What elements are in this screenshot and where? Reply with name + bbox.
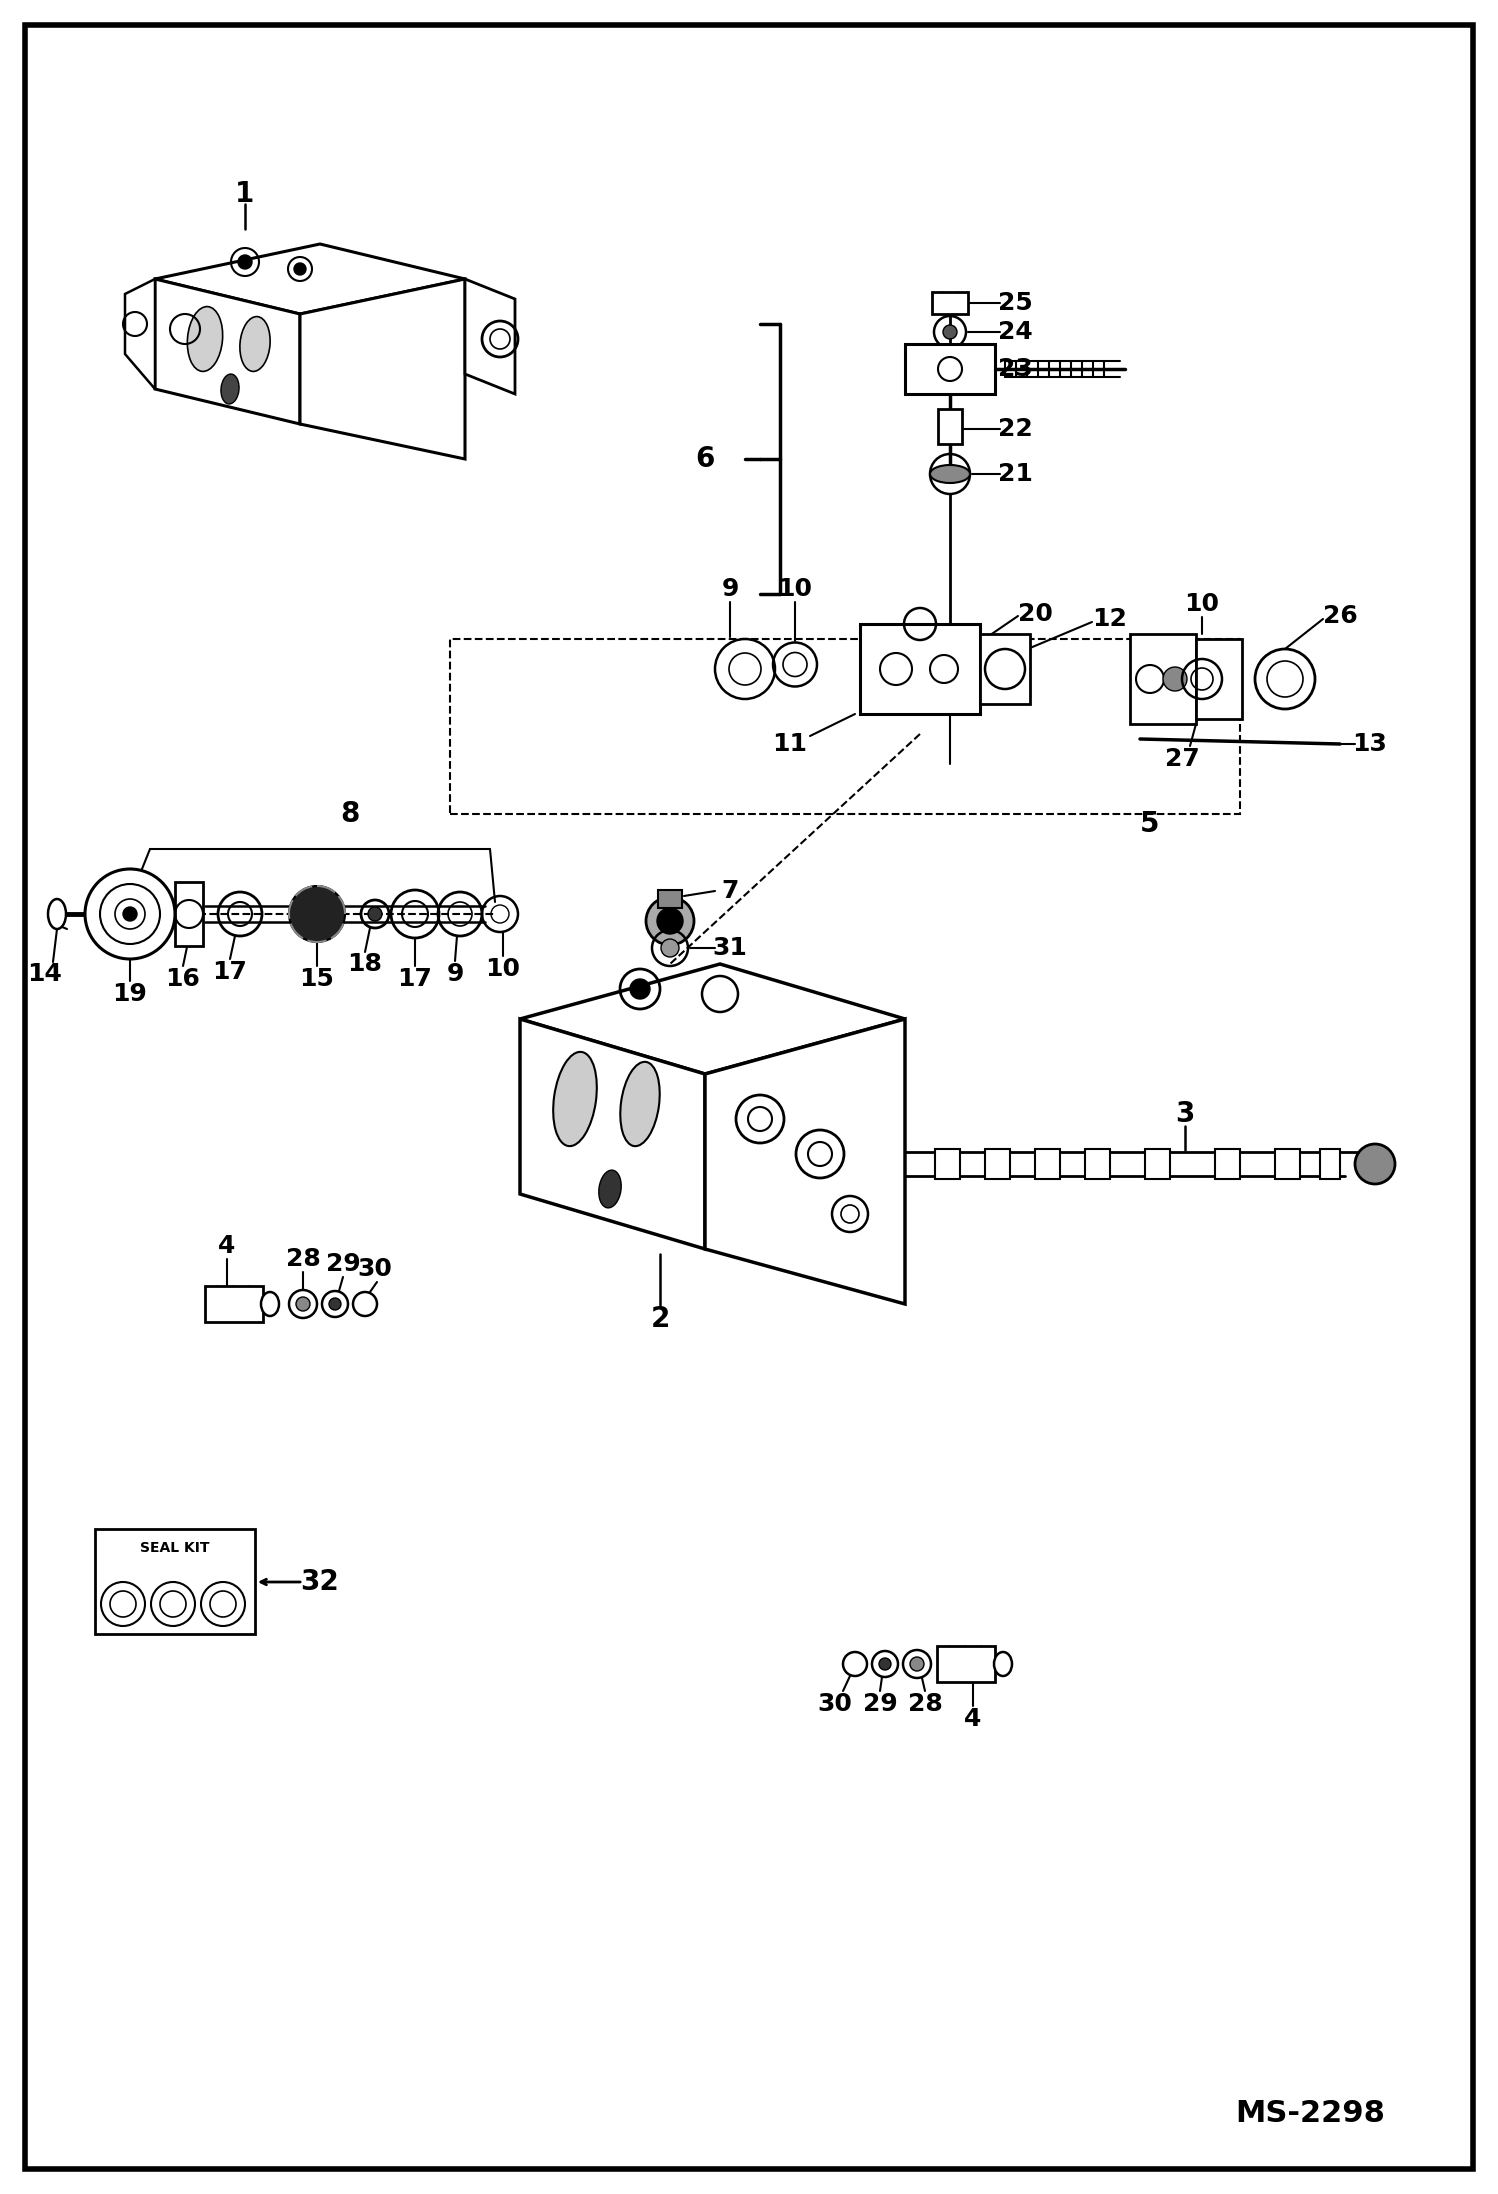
Text: 22: 22: [998, 417, 1032, 441]
Text: 1: 1: [235, 180, 255, 208]
Bar: [1035, 1150, 1061, 1178]
Circle shape: [297, 1297, 310, 1312]
Text: 2: 2: [650, 1305, 670, 1334]
Text: 4: 4: [219, 1233, 235, 1257]
Text: 32: 32: [301, 1569, 340, 1595]
Bar: [980, 634, 1031, 704]
Text: 10: 10: [777, 577, 812, 601]
Text: SEAL KIT: SEAL KIT: [141, 1540, 210, 1556]
Circle shape: [944, 325, 957, 340]
Circle shape: [661, 939, 679, 957]
Text: 17: 17: [397, 968, 433, 992]
Text: 27: 27: [1164, 746, 1200, 770]
Text: 17: 17: [213, 961, 247, 983]
Bar: [1320, 1150, 1341, 1178]
Circle shape: [631, 979, 650, 998]
Polygon shape: [706, 1018, 905, 1303]
Text: 6: 6: [695, 445, 715, 474]
Bar: [935, 1150, 960, 1178]
Text: MS-2298: MS-2298: [1234, 2100, 1386, 2128]
Ellipse shape: [599, 1169, 622, 1209]
Bar: [1195, 638, 1242, 720]
Text: 31: 31: [713, 937, 748, 961]
Text: 9: 9: [722, 577, 739, 601]
Text: 18: 18: [348, 952, 382, 976]
Circle shape: [1162, 667, 1186, 691]
Circle shape: [658, 908, 683, 935]
Polygon shape: [300, 279, 464, 459]
Text: 15: 15: [300, 968, 334, 992]
Text: 20: 20: [1017, 601, 1053, 625]
Circle shape: [294, 263, 306, 274]
Circle shape: [909, 1656, 924, 1672]
Text: 12: 12: [1092, 608, 1128, 632]
Circle shape: [646, 897, 694, 946]
Text: 9: 9: [446, 961, 464, 985]
Circle shape: [879, 1659, 891, 1670]
Text: 16: 16: [166, 968, 201, 992]
Ellipse shape: [995, 1652, 1013, 1676]
Circle shape: [1356, 1143, 1395, 1185]
Circle shape: [369, 906, 382, 921]
Polygon shape: [520, 963, 905, 1075]
Bar: [1085, 1150, 1110, 1178]
Polygon shape: [124, 279, 154, 388]
Text: 21: 21: [998, 463, 1032, 487]
Bar: [1215, 1150, 1240, 1178]
Text: 28: 28: [908, 1692, 942, 1716]
Text: 4: 4: [965, 1707, 981, 1731]
Text: 7: 7: [722, 880, 739, 904]
Text: 10: 10: [485, 957, 520, 981]
Text: 26: 26: [1323, 603, 1357, 627]
Text: 28: 28: [286, 1246, 321, 1270]
Circle shape: [289, 886, 345, 941]
Bar: [658, 891, 682, 908]
Text: 3: 3: [1176, 1099, 1195, 1128]
Text: 30: 30: [818, 1692, 852, 1716]
Text: 19: 19: [112, 983, 147, 1007]
Ellipse shape: [620, 1062, 659, 1145]
Text: 13: 13: [1353, 733, 1387, 757]
Bar: [1144, 1150, 1170, 1178]
Polygon shape: [464, 279, 515, 395]
Bar: [175, 882, 204, 946]
Bar: [905, 344, 995, 395]
Bar: [938, 1646, 995, 1683]
Ellipse shape: [240, 316, 270, 371]
Bar: [938, 408, 962, 443]
Bar: [94, 1529, 255, 1635]
Bar: [205, 1286, 264, 1323]
Ellipse shape: [220, 373, 240, 404]
Ellipse shape: [930, 465, 971, 483]
Circle shape: [85, 869, 175, 959]
Ellipse shape: [261, 1292, 279, 1316]
Ellipse shape: [48, 900, 66, 928]
Text: 25: 25: [998, 292, 1032, 316]
Text: 5: 5: [1140, 810, 1159, 838]
Circle shape: [123, 906, 136, 921]
Text: 29: 29: [863, 1692, 897, 1716]
Bar: [986, 1150, 1010, 1178]
Text: 29: 29: [325, 1253, 361, 1277]
Text: 10: 10: [1185, 592, 1219, 617]
Circle shape: [330, 1299, 342, 1310]
Bar: [449, 638, 1240, 814]
Text: 23: 23: [998, 358, 1032, 382]
Ellipse shape: [187, 307, 223, 371]
Polygon shape: [154, 279, 300, 423]
Polygon shape: [520, 1018, 706, 1248]
Bar: [1275, 1150, 1300, 1178]
Bar: [1129, 634, 1195, 724]
Text: 24: 24: [998, 320, 1032, 344]
Bar: [860, 623, 980, 713]
Ellipse shape: [553, 1051, 596, 1145]
Circle shape: [238, 255, 252, 270]
Polygon shape: [154, 244, 464, 314]
Bar: [932, 292, 968, 314]
Text: 8: 8: [340, 801, 360, 827]
Text: 30: 30: [358, 1257, 392, 1281]
Text: 11: 11: [773, 733, 807, 757]
Text: 14: 14: [27, 961, 63, 985]
